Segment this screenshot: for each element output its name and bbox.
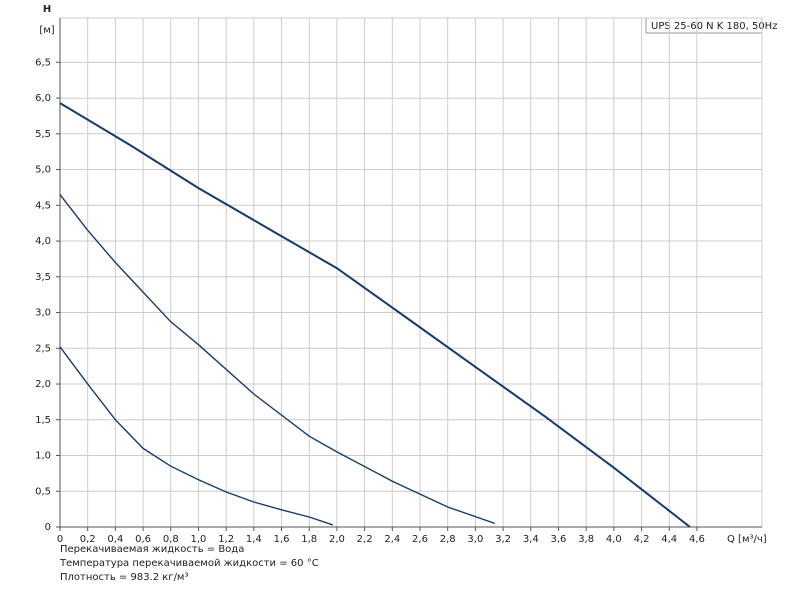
x-tick-label: 3,6 (551, 534, 567, 545)
y-tick-label: 3,0 (35, 308, 51, 319)
y-tick-label: 3,5 (35, 272, 51, 283)
pump-curve (59, 346, 334, 526)
y-tick-label: 4,5 (35, 200, 51, 211)
x-tick-label: 3,8 (578, 534, 594, 545)
y-tick-label: 0 (45, 522, 51, 533)
x-tick-label: 0,6 (135, 534, 151, 545)
y-tick-label: 1,5 (35, 415, 51, 426)
y-tick-label: 5,5 (35, 129, 51, 140)
note: Перекачиваемая жидкость = Вода (60, 544, 244, 555)
x-tick-label: 4,2 (634, 534, 650, 545)
x-tick-label: 0,8 (163, 534, 179, 545)
x-tick-label: 3,2 (495, 534, 511, 545)
x-tick-label: 2,2 (357, 534, 373, 545)
x-tick-label: 0 (57, 534, 63, 545)
pump-curve (59, 194, 496, 525)
y-tick-label: 6,5 (35, 57, 51, 68)
x-tick-label: 0,2 (80, 534, 96, 545)
y-tick-label: 1,0 (35, 451, 51, 462)
x-tick-label: 3,4 (523, 534, 539, 545)
y-tick-label: 6,0 (35, 93, 51, 104)
y-axis-unit: [м] (39, 25, 54, 36)
x-tick-label: 2,0 (329, 534, 345, 545)
y-tick-label: 2,0 (35, 379, 51, 390)
y-tick-label: 4,0 (35, 236, 51, 247)
note: Плотность = 983.2 кг/м³ (60, 572, 189, 583)
y-tick-label: 2,5 (35, 343, 51, 354)
x-tick-label: 1,6 (274, 534, 290, 545)
pump-curve (59, 102, 691, 528)
x-tick-label: 0,4 (107, 534, 123, 545)
x-axis-label: Q [м³/ч] (727, 534, 767, 545)
y-tick-label: 5,0 (35, 165, 51, 176)
x-tick-label: 1,4 (246, 534, 262, 545)
x-tick-label: 2,8 (440, 534, 456, 545)
x-tick-label: 4,6 (689, 534, 705, 545)
x-tick-label: 2,4 (384, 534, 400, 545)
x-tick-label: 1,2 (218, 534, 234, 545)
x-tick-label: 1,0 (191, 534, 207, 545)
y-tick-label: 0,5 (35, 486, 51, 497)
legend-text: UPS 25-60 N K 180, 50Hz (651, 21, 777, 32)
x-tick-label: 2,6 (412, 534, 428, 545)
x-tick-label: 1,8 (301, 534, 317, 545)
x-tick-label: 4,4 (661, 534, 677, 545)
note: Температура перекачиваемой жидкости = 60… (59, 558, 319, 569)
y-axis-label: H (43, 4, 51, 15)
x-tick-label: 3,0 (467, 534, 483, 545)
x-tick-label: 4,0 (606, 534, 622, 545)
